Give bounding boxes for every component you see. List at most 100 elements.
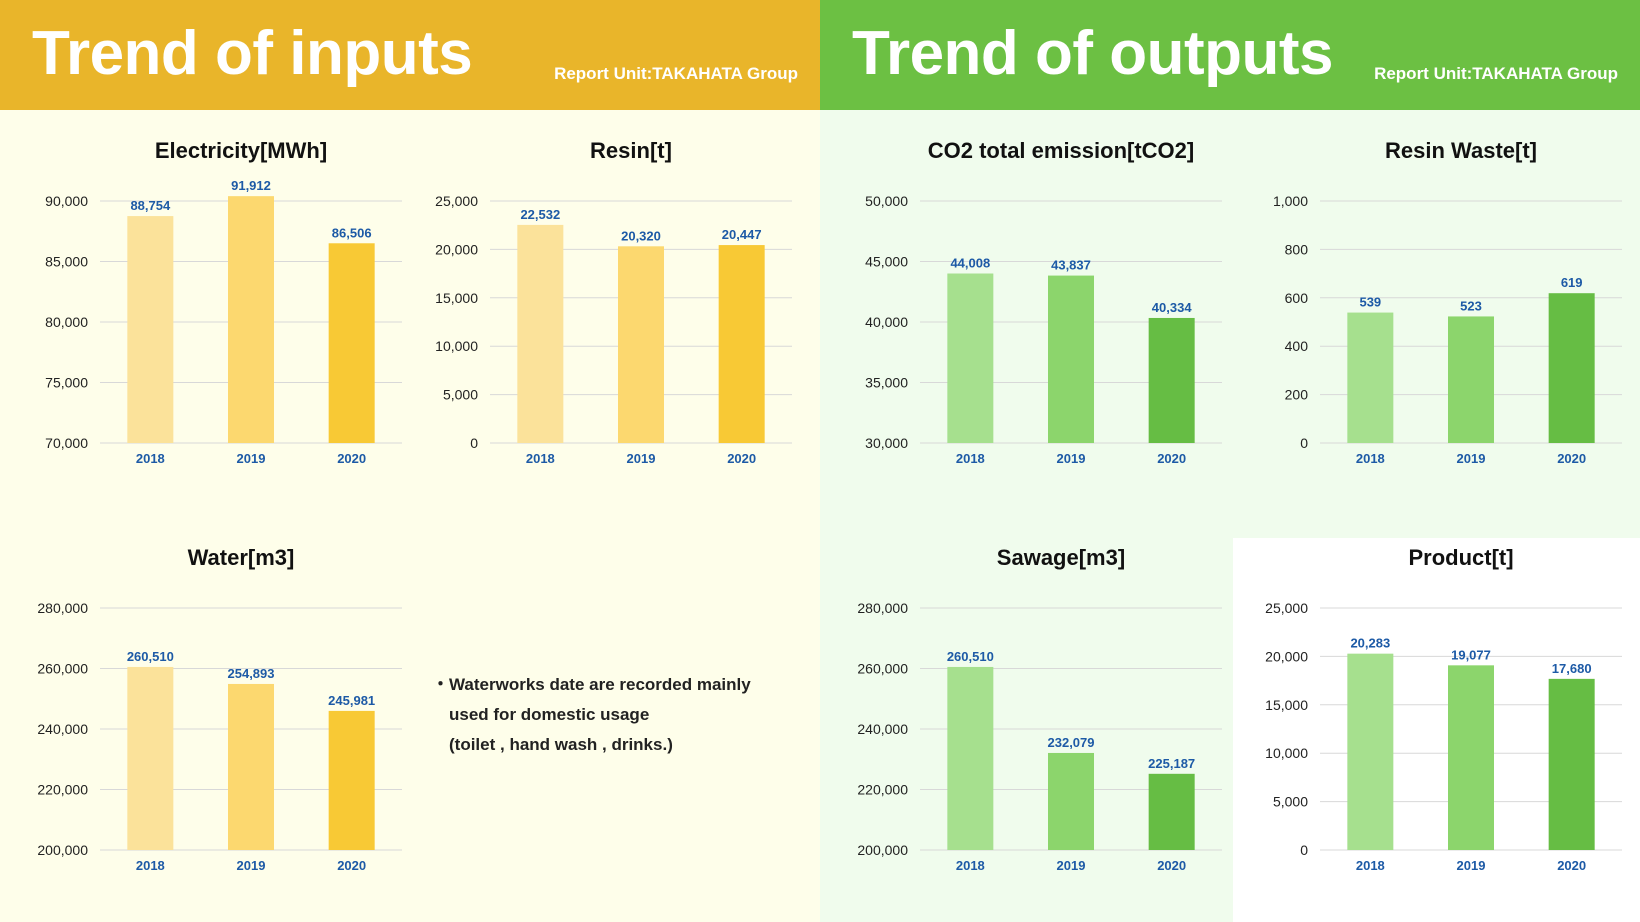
y-tick-label: 15,000	[435, 290, 478, 306]
y-tick-label: 10,000	[435, 338, 478, 354]
bar-2018	[127, 216, 174, 443]
product-svg: Product[t] 0 5,000 10,000 15,000 20,000 25,000…	[1265, 545, 1622, 873]
data-label: 20,320	[621, 228, 661, 243]
y-tick-label: 5,000	[443, 387, 478, 403]
data-label: 20,283	[1350, 636, 1390, 651]
x-tick-label: 2020	[1557, 451, 1586, 466]
water-chart: Water[m3] 200,000 220,000 240,000 260,000 280…	[20, 535, 420, 885]
y-tick-label: 240,000	[857, 721, 908, 737]
bar-2020	[1548, 678, 1595, 850]
y-tick-label: 75,000	[45, 375, 88, 391]
y-tick-label: 40,000	[865, 314, 908, 330]
y-tick-label: 0	[470, 435, 478, 451]
y-tick-label: 35,000	[865, 375, 908, 391]
x-tick-label: 2018	[526, 451, 555, 466]
x-tick-label: 2019	[237, 858, 266, 873]
y-tick-label: 80,000	[45, 314, 88, 330]
bar-2020	[1148, 317, 1195, 443]
data-label: 44,008	[950, 256, 990, 271]
data-label: 225,187	[1148, 756, 1195, 771]
y-tick-label: 0	[1300, 435, 1308, 451]
y-tick-label: 600	[1285, 290, 1309, 306]
inputs-title: Trend of inputs	[32, 19, 473, 88]
x-tick-label: 2020	[1157, 451, 1186, 466]
y-tick-label: 260,000	[857, 661, 908, 677]
data-label: 43,837	[1051, 258, 1091, 273]
y-tick-label: 45,000	[865, 254, 908, 270]
resin-waste-chart: Resin Waste[t] 0 200 400 600 800 1,000 539 2018 5…	[1240, 128, 1640, 478]
outputs-header: Trend of outputs Report Unit:TAKAHATA Gr…	[820, 0, 1640, 110]
y-tick-label: 260,000	[37, 661, 88, 677]
chart-title: Sawage[m3]	[997, 545, 1125, 570]
chart-title: Electricity[MWh]	[155, 138, 327, 163]
bar-2020	[1148, 773, 1195, 850]
resin-svg: Resin[t] 0 5,000 10,000 15,000 20,000 25,000 22…	[435, 138, 792, 466]
data-label: 260,510	[127, 649, 174, 664]
x-tick-label: 2019	[237, 451, 266, 466]
note-line: ・Waterworks date are recorded mainly	[432, 675, 751, 694]
bar-2020	[1548, 293, 1595, 443]
sewage-svg: Sawage[m3] 200,000 220,000 240,000 260,000 28…	[857, 545, 1222, 873]
x-tick-label: 2020	[337, 451, 366, 466]
x-tick-label: 2019	[1457, 858, 1486, 873]
x-tick-label: 2018	[1356, 451, 1385, 466]
bar-2018	[517, 224, 564, 443]
inputs-header: Trend of inputs Report Unit:TAKAHATA Gro…	[0, 0, 820, 110]
chart-title: CO2 total emission[tCO2]	[928, 138, 1194, 163]
chart-title: Resin[t]	[590, 138, 672, 163]
y-tick-label: 220,000	[37, 782, 88, 798]
outputs-title: Trend of outputs	[852, 19, 1334, 88]
data-label: 22,532	[520, 207, 560, 222]
y-tick-label: 30,000	[865, 435, 908, 451]
x-tick-label: 2019	[627, 451, 656, 466]
bar-2019	[1448, 316, 1494, 443]
y-tick-label: 90,000	[45, 193, 88, 209]
y-tick-label: 85,000	[45, 254, 88, 270]
y-tick-label: 220,000	[857, 782, 908, 798]
y-tick-label: 70,000	[45, 435, 88, 451]
y-tick-label: 25,000	[1265, 600, 1308, 616]
note-line: (toilet , hand wash , drinks.)	[449, 735, 673, 754]
x-tick-label: 2018	[956, 858, 985, 873]
y-tick-label: 240,000	[37, 721, 88, 737]
bar-2019	[1048, 275, 1094, 443]
waterworks-note: ・Waterworks date are recorded mainly use…	[432, 670, 792, 760]
resin-chart: Resin[t] 0 5,000 10,000 15,000 20,000 25,000 22…	[410, 128, 810, 478]
y-tick-label: 280,000	[857, 600, 908, 616]
data-label: 232,079	[1048, 735, 1095, 750]
y-tick-label: 20,000	[1265, 648, 1308, 664]
bar-2018	[127, 666, 174, 850]
bar-2019	[228, 683, 274, 850]
bar-2018	[1347, 312, 1394, 443]
data-label: 619	[1561, 275, 1583, 290]
x-tick-label: 2019	[1057, 451, 1086, 466]
x-tick-label: 2019	[1057, 858, 1086, 873]
bar-2018	[1347, 653, 1394, 850]
data-label: 539	[1359, 295, 1381, 310]
data-label: 86,506	[332, 225, 372, 240]
sewage-chart: Sawage[m3] 200,000 220,000 240,000 260,000 28…	[840, 535, 1240, 885]
co2-chart: CO2 total emission[tCO2] 30,000 35,000 40,0…	[840, 128, 1240, 478]
y-tick-label: 200,000	[857, 842, 908, 858]
y-tick-label: 800	[1285, 241, 1309, 257]
chart-title: Water[m3]	[188, 545, 295, 570]
data-label: 88,754	[130, 198, 171, 213]
co2-svg: CO2 total emission[tCO2] 30,000 35,000 40,0…	[865, 138, 1222, 466]
data-label: 19,077	[1451, 647, 1491, 662]
bar-2020	[328, 710, 375, 850]
y-tick-label: 25,000	[435, 193, 478, 209]
data-label: 17,680	[1552, 661, 1592, 676]
y-tick-label: 5,000	[1273, 794, 1308, 810]
bar-2020	[328, 243, 375, 443]
x-tick-label: 2020	[337, 858, 366, 873]
data-label: 40,334	[1152, 300, 1193, 315]
bar-2018	[947, 273, 994, 443]
x-tick-label: 2020	[1557, 858, 1586, 873]
y-tick-label: 200	[1285, 387, 1309, 403]
water-svg: Water[m3] 200,000 220,000 240,000 260,000 280…	[37, 545, 402, 873]
bar-2019	[618, 246, 664, 443]
y-tick-label: 200,000	[37, 842, 88, 858]
data-label: 260,510	[947, 649, 994, 664]
data-label: 91,912	[231, 178, 271, 193]
electricity-chart: Electricity[MWh] 70,000 75,000 80,000 85,000…	[20, 128, 420, 478]
